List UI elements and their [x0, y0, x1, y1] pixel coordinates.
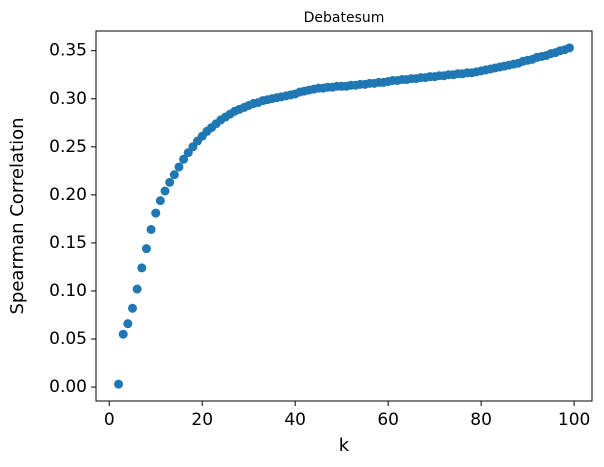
- y-tick-label: 0.35: [49, 41, 87, 61]
- x-tick-label: 40: [284, 410, 306, 430]
- x-tick-label: 80: [470, 410, 492, 430]
- y-tick-label: 0.00: [49, 377, 87, 397]
- y-tick-label: 0.25: [49, 137, 87, 157]
- plot-frame: [95, 30, 593, 402]
- y-axis-label: Spearman Correlation: [7, 118, 28, 315]
- x-tick-label: 60: [377, 410, 399, 430]
- y-tick-label: 0.30: [49, 89, 87, 109]
- point: [146, 224, 156, 234]
- y-tick-label: 0.20: [49, 185, 87, 205]
- point: [564, 43, 574, 53]
- point: [151, 208, 161, 218]
- point: [165, 177, 175, 187]
- x-tick-label: 20: [191, 410, 213, 430]
- x-tick-label: 100: [558, 410, 590, 430]
- point: [114, 379, 124, 389]
- point: [174, 162, 184, 172]
- point: [169, 170, 179, 180]
- point: [132, 284, 142, 294]
- point: [179, 154, 189, 164]
- x-axis-label: k: [339, 435, 350, 456]
- point: [141, 244, 151, 254]
- chart-title: Debatesum: [304, 10, 385, 26]
- y-tick-label: 0.05: [49, 329, 87, 349]
- point: [127, 303, 137, 313]
- point: [160, 186, 170, 196]
- point: [123, 319, 133, 329]
- point: [137, 263, 147, 273]
- y-tick-label: 0.10: [49, 281, 87, 301]
- point: [155, 196, 165, 206]
- y-tick-label: 0.15: [49, 233, 87, 253]
- x-tick-label: 0: [104, 410, 115, 430]
- point: [118, 329, 128, 339]
